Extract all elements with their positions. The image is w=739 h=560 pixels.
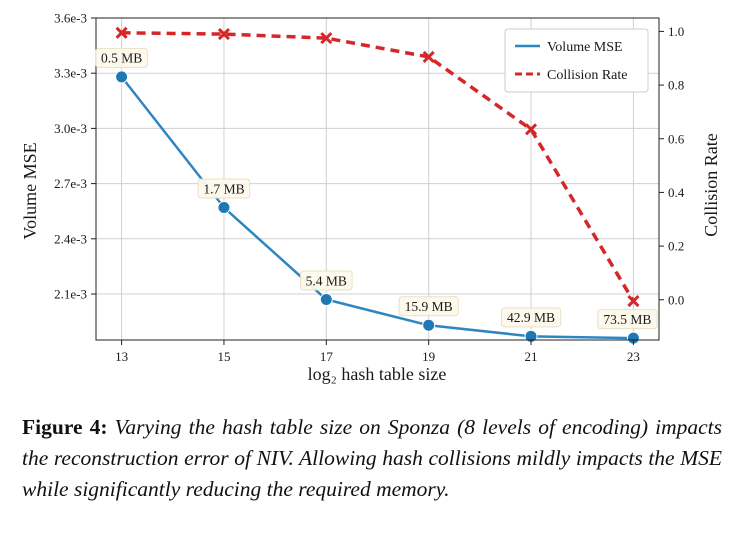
point-collision-rate [217,28,231,41]
point-collision-rate [320,32,333,45]
x-marker-stroke [524,123,538,136]
legend-label-collision-rate: Collision Rate [547,68,628,83]
y-right-tick-label: 0.6 [668,131,685,146]
caption-label: Figure 4: [22,415,108,439]
y-axis-right-label: Collision Rate [701,133,721,237]
data-label-text: 0.5 MB [101,51,142,66]
y-right-tick-label: 0.8 [668,78,684,93]
data-label-memory: 0.5 MB [95,47,148,68]
y-right-tick-label: 1.0 [668,24,684,39]
y-left-tick-label: 3.3e-3 [54,66,87,81]
x-marker-stroke [320,32,333,45]
x-tick-label: 13 [115,349,128,364]
point-volume-mse [319,293,333,307]
y-left-tick-label: 2.7e-3 [54,176,87,191]
x-tick-label: 17 [320,349,334,364]
data-label-memory: 73.5 MB [597,309,658,330]
data-label-box [300,270,353,291]
y-right-tick-label: 0.0 [668,292,684,307]
data-label-box [398,296,459,317]
x-marker-stroke [627,295,640,308]
caption-text: Varying the hash table size on Sponza (8… [22,415,723,501]
data-label-text: 42.9 MB [507,310,555,325]
x-tick-label: 23 [627,349,640,364]
x-tick-label: 15 [217,349,230,364]
data-label-text: 5.4 MB [306,273,347,288]
plot-frame [95,17,660,341]
point-volume-mse [217,201,231,215]
chart: 13 15 17 19 21 23 2.1e-3 2.4e-3 2.7e-3 3.0e-3 3.3e… [20,11,721,385]
point-collision-rate [422,50,435,63]
y-left-tick-label: 2.1e-3 [54,287,87,302]
data-label-memory: 5.4 MB [300,270,353,291]
point-collision-rate [115,26,128,39]
data-label-text: 1.7 MB [203,181,244,196]
y-axis-left-label: Volume MSE [20,142,40,239]
data-label-text: 15.9 MB [405,299,453,314]
legend: Volume MSE Collision Rate [504,28,649,93]
y-left-tick-label: 2.4e-3 [54,231,87,246]
y-right-tick-label: 0.4 [668,185,685,200]
point-volume-mse [422,318,436,332]
axes: 13 15 17 19 21 23 2.1e-3 2.4e-3 2.7e-3 3.0e-3 3.3e… [54,11,685,365]
x-marker-stroke [422,50,435,63]
data-label-box [197,178,251,199]
x-tick-label: 21 [525,349,538,364]
series-line-volume-mse [120,76,634,340]
legend-box [504,28,649,93]
figure-caption: Figure 4: Varying the hash table size on… [22,412,722,505]
point-collision-rate [627,295,640,308]
data-label-box [500,307,562,328]
data-label-memory: 15.9 MB [398,296,459,317]
data-labels: 0.5 MB 1.7 MB 5.4 MB 15.9 MB 42.9 MB 73.5 MB [95,47,658,330]
data-label-memory: 1.7 MB [197,178,251,199]
y-right-tick-label: 0.2 [668,239,684,254]
data-label-box [95,47,148,68]
data-label-box [597,309,658,330]
data-label-text: 73.5 MB [603,312,651,327]
point-volume-mse [115,70,129,84]
point-collision-rate [524,123,538,136]
series-line-collision-rate [121,31,635,302]
data-label-memory: 42.9 MB [500,307,562,328]
x-marker-stroke [115,26,128,39]
x-axis-label: log₂ hash table size [308,364,447,384]
x-marker-stroke [217,28,231,41]
y-left-tick-label: 3.0e-3 [54,121,87,136]
y-left-tick-label: 3.6e-3 [54,11,87,26]
x-tick-label: 19 [422,349,435,364]
legend-label-volume-mse: Volume MSE [547,40,623,55]
